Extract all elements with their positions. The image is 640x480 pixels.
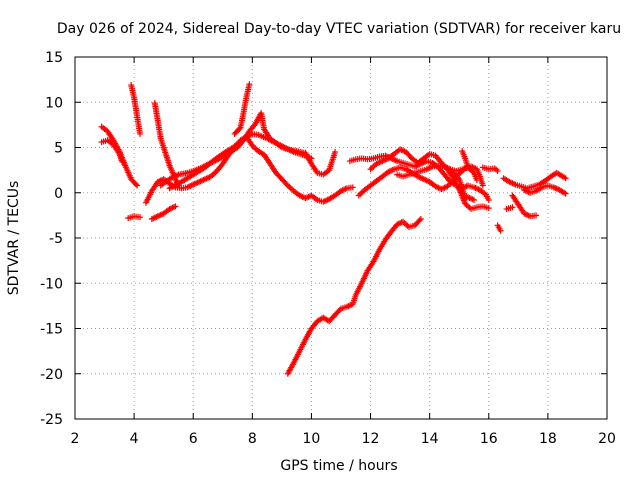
y-tick-label: 0 — [54, 186, 63, 202]
data-marker — [479, 182, 486, 189]
series-track-3 — [128, 82, 144, 137]
data-marker — [497, 227, 504, 234]
data-marker — [473, 177, 480, 184]
chart-title: Day 026 of 2024, Sidereal Day-to-day VTE… — [57, 21, 621, 37]
series-track-11 — [284, 215, 424, 377]
data-marker — [465, 164, 472, 171]
x-tick-label: 6 — [189, 431, 198, 447]
x-tick-label: 10 — [303, 431, 321, 447]
y-tick-label: -10 — [40, 276, 63, 292]
data-marker — [349, 184, 356, 191]
data-marker — [137, 130, 144, 137]
axis-ticks — [74, 56, 608, 420]
y-tick-label: 5 — [54, 141, 63, 157]
x-tick-label: 12 — [362, 431, 380, 447]
x-tick-labels: 2 4 6 8 10 12 14 16 18 20 — [71, 431, 616, 447]
data-marker — [332, 149, 339, 156]
data-marker — [119, 158, 126, 165]
y-axis-label: SDTVAR / TECUs — [6, 181, 22, 296]
data-marker — [485, 196, 492, 203]
data-marker — [562, 175, 569, 182]
data-marker — [416, 217, 423, 224]
data-marker — [236, 125, 243, 132]
data-marker — [533, 212, 540, 219]
y-tick-label: 10 — [45, 95, 63, 111]
data-marker — [283, 181, 290, 188]
data-marker — [455, 174, 462, 181]
series-track-20 — [503, 204, 516, 213]
x-tick-label: 16 — [480, 431, 498, 447]
data-marker — [509, 204, 516, 211]
x-axis-label: GPS time / hours — [280, 458, 397, 474]
series-track-21 — [509, 192, 540, 220]
y-tick-label: -15 — [40, 322, 63, 338]
data-marker — [562, 190, 569, 197]
data-marker — [132, 181, 139, 188]
series-track-22 — [500, 169, 569, 192]
series-track-23 — [521, 182, 569, 197]
data-marker — [417, 215, 424, 222]
series-track-19 — [494, 222, 504, 234]
x-tick-label: 8 — [248, 431, 257, 447]
x-tick-label: 20 — [598, 431, 616, 447]
y-tick-label: -25 — [40, 412, 63, 428]
y-tick-labels: 15 10 5 0 -5 -10 -15 -20 -25 — [40, 50, 63, 428]
x-tick-label: 4 — [130, 431, 139, 447]
y-tick-label: -20 — [40, 367, 63, 383]
data-marker — [172, 203, 179, 210]
x-tick-label: 14 — [421, 431, 439, 447]
y-tick-label: -5 — [49, 231, 63, 247]
series-track-14 — [367, 146, 492, 213]
series-track-18 — [479, 164, 501, 175]
series-track-4 — [151, 100, 182, 189]
series-track-10 — [231, 81, 253, 137]
data-points — [98, 81, 569, 377]
data-marker — [246, 81, 253, 88]
data-marker — [134, 182, 141, 189]
series-track-17 — [459, 148, 472, 171]
x-tick-label: 18 — [539, 431, 557, 447]
series-track-16 — [444, 166, 477, 203]
series-track-2 — [98, 137, 126, 165]
series-track-6 — [148, 203, 179, 222]
y-tick-label: 15 — [45, 50, 63, 66]
data-marker — [308, 155, 315, 162]
data-marker — [137, 214, 144, 221]
data-marker — [471, 196, 477, 203]
data-marker — [485, 205, 492, 212]
data-marker — [494, 168, 501, 175]
series-track-9 — [166, 130, 315, 192]
data-marker — [336, 306, 343, 313]
x-tick-label: 2 — [71, 431, 80, 447]
series-track-5 — [125, 213, 144, 222]
